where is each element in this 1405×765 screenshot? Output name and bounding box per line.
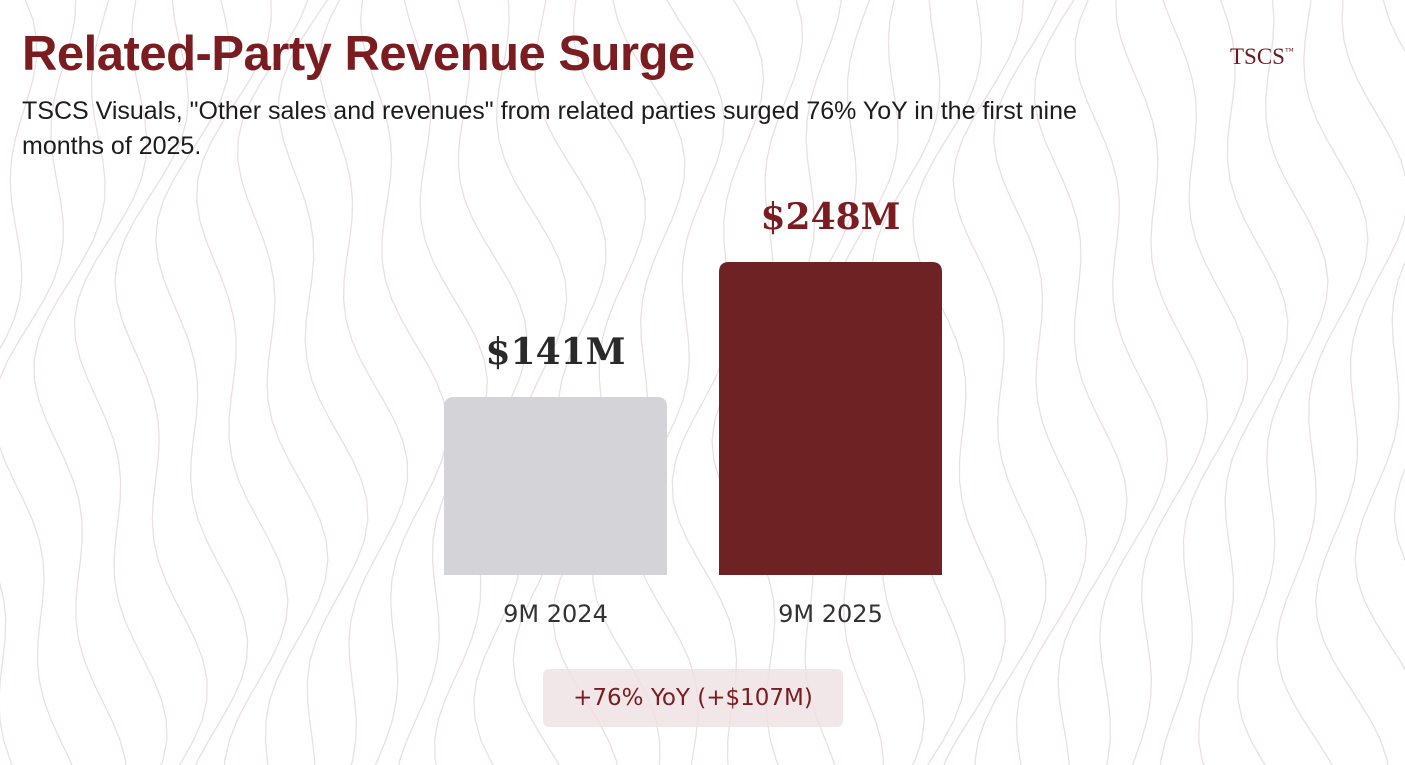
contour-line: [592, 0, 686, 765]
contour-line: [1354, 0, 1405, 671]
contour-line: [33, 0, 127, 765]
contour-line: [1315, 0, 1405, 765]
contour-line: [632, 0, 725, 765]
contour-line: [1198, 0, 1289, 765]
bar-9m-2025: [719, 262, 942, 575]
contour-line: [1074, 0, 1169, 765]
contour-line: [552, 0, 646, 765]
contour-line: [1033, 0, 1128, 765]
contour-line: [237, 0, 329, 765]
contour-line: [433, 0, 528, 765]
brand-logo: TSCS™: [1230, 44, 1294, 70]
contour-line: [512, 0, 607, 765]
contour-line: [1276, 0, 1369, 765]
contour-line: [952, 0, 1047, 765]
contour-line: [318, 0, 409, 765]
yoy-annotation-badge: +76% YoY (+$107M): [543, 669, 843, 727]
category-label: 9M 2025: [778, 600, 883, 628]
contour-line: [993, 0, 1088, 765]
contour-line: [0, 0, 38, 765]
category-label: 9M 2024: [503, 600, 608, 628]
contour-line: [473, 0, 568, 765]
data-label: $248M: [760, 196, 900, 238]
contour-line: [398, 0, 489, 765]
contour-line: [359, 0, 449, 765]
trademark: ™: [1284, 46, 1294, 56]
logo-text: TSCS: [1230, 44, 1285, 69]
contour-line: [277, 0, 369, 765]
bar-9m-2024: [444, 397, 667, 575]
data-label: $141M: [485, 331, 625, 373]
contour-line: [671, 0, 765, 765]
contour-line: [1237, 0, 1329, 765]
contour-line: [1159, 0, 1248, 765]
contour-line: [912, 0, 1006, 765]
subtitle: TSCS Visuals, "Other sales and revenues"…: [22, 97, 1077, 160]
contour-line: [73, 0, 168, 765]
contour-line: [0, 0, 77, 765]
contour-line: [155, 0, 249, 765]
contour-line: [114, 0, 208, 765]
contour-line: [196, 0, 289, 765]
contour-line: [1115, 0, 1209, 765]
page-title: Related-Party Revenue Surge: [22, 27, 695, 81]
